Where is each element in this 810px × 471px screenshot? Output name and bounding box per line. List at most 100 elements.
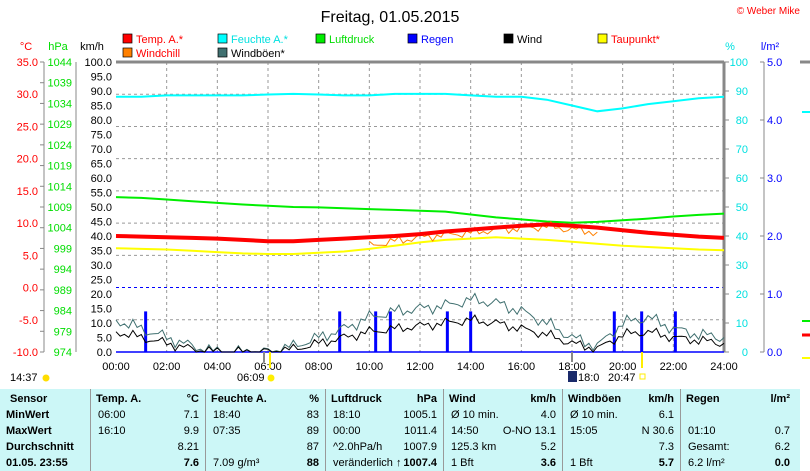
kmh-tick: 0.0	[97, 347, 112, 359]
gust-line	[115, 292, 725, 353]
kmh-tick: 65.0	[91, 159, 112, 171]
x-tick: 24:00	[710, 361, 738, 373]
windchill-line	[368, 220, 598, 247]
table-header: Feuchte A.	[211, 393, 267, 405]
kmh-tick: 30.0	[91, 260, 112, 272]
kmh-tick: 5.0	[97, 333, 112, 345]
moonrise-time: 18:0	[578, 372, 599, 384]
temp-tick: 15.0	[17, 186, 38, 198]
table-value: 1007.4	[403, 457, 437, 469]
x-tick: 22:00	[660, 361, 688, 373]
rain-bar	[445, 311, 449, 352]
table-cell: Ø 10 min.	[451, 409, 499, 421]
table-header: Wind	[449, 393, 476, 405]
x-tick: 08:00	[305, 361, 333, 373]
legend-swatch	[217, 47, 228, 58]
hpa-tick: 979	[54, 326, 72, 338]
hpa-tick: 984	[54, 306, 72, 318]
temp-tick: -5.0	[19, 315, 38, 327]
rain-bar	[388, 311, 392, 352]
x-tick: 18:00	[558, 361, 586, 373]
grid	[116, 60, 726, 353]
hpa-tick: 974	[54, 347, 72, 359]
table-value: N 30.6	[641, 425, 674, 437]
legend-swatch	[503, 33, 514, 44]
table-value: 4.0	[540, 409, 556, 421]
x-tick: 06:00	[254, 361, 282, 373]
table-cell: 06:00	[98, 409, 126, 421]
table-value: 7.3	[658, 441, 674, 453]
table-value: 3.6	[540, 457, 556, 469]
row-label: MinWert	[6, 409, 50, 421]
rain-tick: 4.0	[767, 115, 782, 127]
rain-tick: 3.0	[767, 173, 782, 185]
hpa-tick: 994	[54, 264, 72, 276]
table-value: 1007.9	[403, 441, 437, 453]
x-tick: 20:00	[609, 361, 637, 373]
table-cell: 7.09 g/m³	[213, 457, 260, 469]
table-value: O-NO 13.1	[502, 425, 556, 437]
statistics-table: Sensor Temp. A. °C Feuchte A.% Luftdruck hPa W…	[0, 389, 800, 471]
row-label: 01.05. 23:55	[6, 457, 68, 469]
rain-tick: 0.0	[767, 347, 782, 359]
rain-bar	[640, 311, 644, 352]
x-tick: 16:00	[508, 361, 536, 373]
table-cell: 1 Bft	[570, 457, 593, 469]
legend-label: Windchill	[136, 48, 180, 60]
kmh-tick: 75.0	[91, 130, 112, 142]
table-value: 7.1	[183, 409, 199, 421]
sunrise-time: 06:09	[237, 372, 265, 384]
legend-swatch	[597, 33, 608, 44]
table-cell: Ø 10 min.	[570, 409, 618, 421]
temp-tick: 35.0	[17, 57, 38, 69]
legend-label: Taupunkt*	[611, 34, 661, 46]
hpa-tick: 1034	[48, 98, 72, 110]
temp-tick: 30.0	[17, 89, 38, 101]
moon-icon	[568, 371, 577, 382]
hpa-tick: 1039	[48, 78, 72, 90]
rain-unit: l/m²	[761, 41, 780, 53]
kmh-tick: 20.0	[91, 289, 112, 301]
x-tick: 00:00	[102, 361, 130, 373]
legend-label: Regen	[421, 34, 453, 46]
kmh-tick: 45.0	[91, 217, 112, 229]
x-tick: 10:00	[356, 361, 384, 373]
kmh-tick: 50.0	[91, 202, 112, 214]
table-cell: 6.2 l/m²	[688, 457, 725, 469]
pressure-line	[115, 196, 725, 224]
kmh-tick: 35.0	[91, 246, 112, 258]
copyright: © Weber Mike	[737, 6, 801, 17]
sunset-time: 20:47	[608, 372, 636, 384]
column-divider	[325, 389, 326, 471]
column-divider	[205, 389, 206, 471]
legend-label: Feuchte A.*	[231, 34, 289, 46]
rain-bar	[673, 311, 677, 352]
sun-icon	[267, 374, 275, 382]
table-value: 5.2	[540, 441, 556, 453]
table-header-unit: km/h	[648, 393, 674, 405]
legend-label: Windböen*	[231, 48, 286, 60]
table-value: 87	[306, 441, 319, 453]
legend-label: Wind	[517, 34, 542, 46]
table-cell: veränderlich ↑	[333, 457, 402, 469]
kmh-tick: 10.0	[91, 318, 112, 330]
humidity-line	[116, 92, 725, 113]
table-value: 0.0	[774, 457, 790, 469]
legend-swatch	[407, 33, 418, 44]
legend-swatch	[217, 33, 228, 44]
x-tick: 04:00	[204, 361, 232, 373]
table-value: 8.21	[177, 441, 199, 453]
rain-bar	[338, 311, 342, 352]
legend-swatch	[122, 47, 133, 58]
x-tick: 02:00	[153, 361, 181, 373]
rain-tick: 5.0	[767, 57, 782, 69]
hpa-tick: 1019	[48, 161, 72, 173]
axes: 35.0 30.0 25.0 20.0 15.0 10.0 5.0 0.0 -5.0 -10.0 1…	[13, 57, 782, 373]
legend-swatch	[122, 33, 133, 44]
temp-tick: -10.0	[13, 347, 38, 359]
pct-tick: 90	[736, 86, 748, 98]
kmh-tick: 100.0	[84, 57, 112, 69]
weather-chart: Freitag, 01.05.2015 © Weber Mike Temp. A…	[10, 6, 810, 384]
table-value: 9.9	[183, 425, 199, 437]
temp-unit: °C	[20, 41, 32, 53]
